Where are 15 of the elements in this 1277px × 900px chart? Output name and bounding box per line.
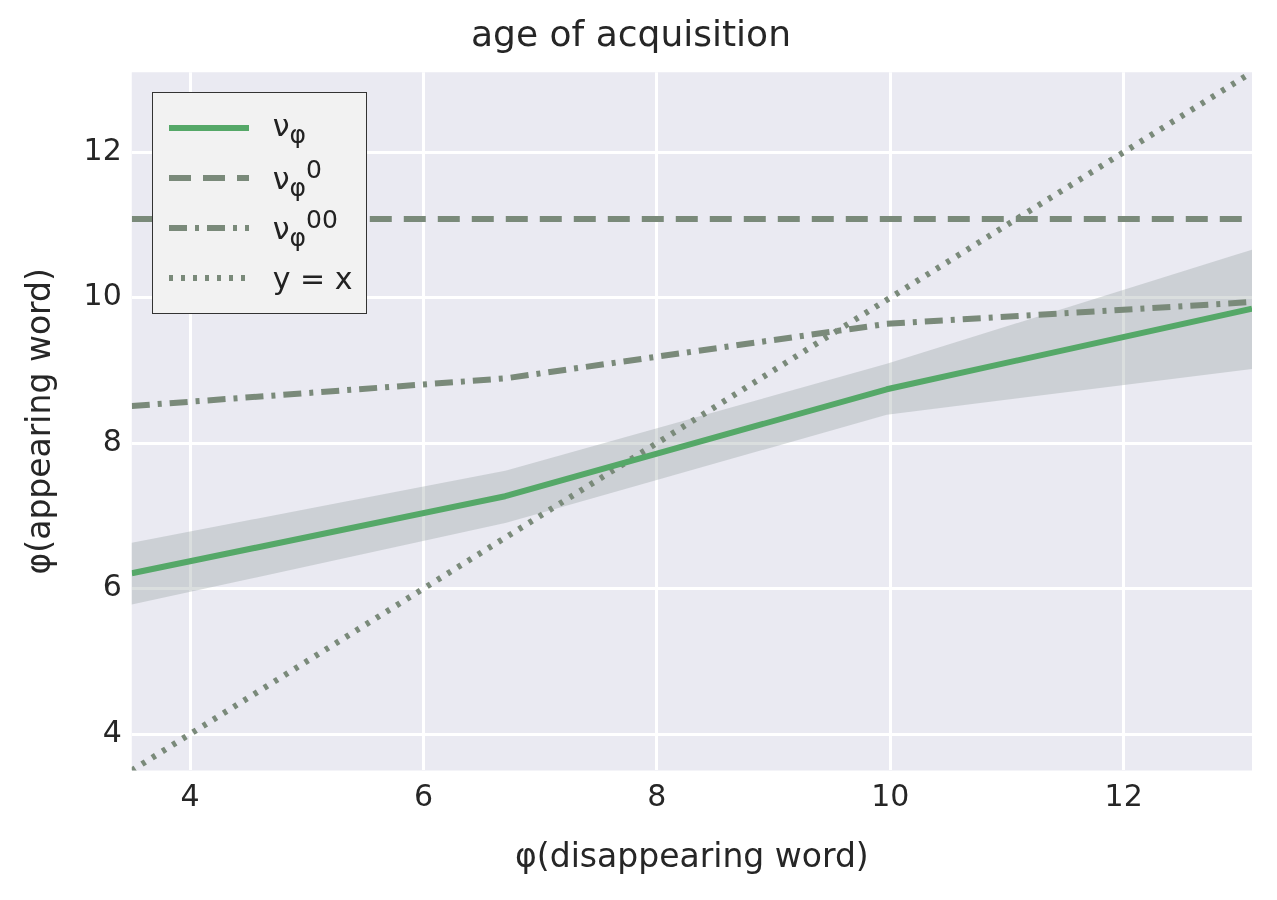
x-tick-label: 12 — [1104, 778, 1143, 814]
legend-label: ν$_{φ}$ — [272, 107, 307, 149]
y-axis-title: φ(appearing word) — [19, 268, 59, 575]
x-tick-label: 6 — [413, 778, 434, 814]
x-tick-label: 10 — [871, 778, 910, 814]
legend-label: y = x — [272, 260, 353, 296]
x-axis-title: φ(disappearing word) — [515, 835, 869, 875]
y-tick-label: 8 — [102, 422, 122, 458]
y-tick-label: 4 — [102, 713, 122, 749]
x-tick-label: 4 — [180, 778, 200, 814]
y-tick-label: 12 — [83, 132, 122, 167]
x-tick-label: 8 — [647, 778, 667, 814]
chart-title: age of acquisition — [471, 12, 791, 54]
y-tick-label: 6 — [102, 568, 122, 604]
y-tick-label: 10 — [83, 277, 122, 313]
